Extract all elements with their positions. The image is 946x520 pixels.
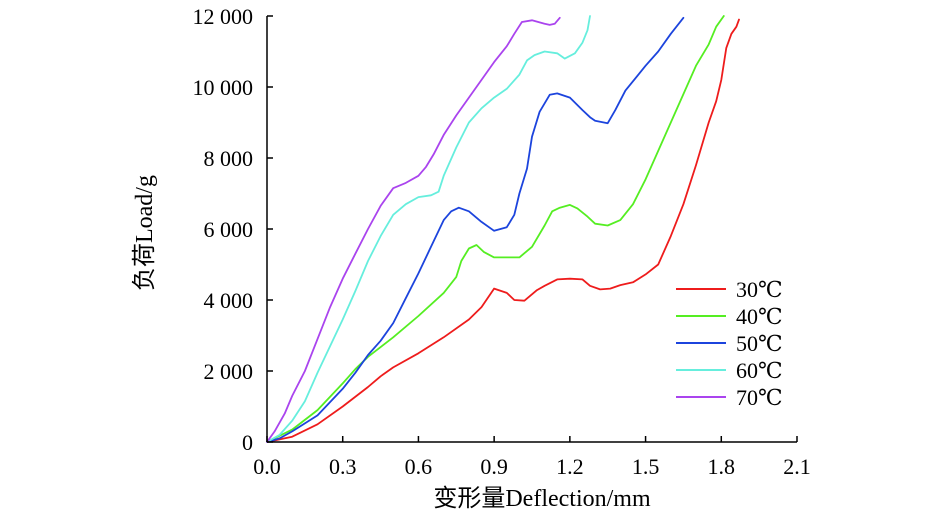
series-layer: [266, 15, 740, 443]
legend-label-3: 60℃: [736, 358, 783, 383]
legend-label-4: 70℃: [736, 385, 783, 410]
y-tick-label-2: 4 000: [204, 288, 254, 313]
ticks-layer: 0.0 0.3 0.6 0.9 1.2 1.5 1.8 2.1 0 2 000 4 000 6 000…: [193, 4, 811, 479]
x-tick-label-7: 2.1: [783, 454, 811, 479]
y-tick-label-5: 10 000: [193, 75, 254, 100]
series-line-4: [266, 16, 561, 443]
legend: 30℃40℃50℃60℃70℃: [676, 277, 783, 410]
x-tick-label-6: 1.8: [708, 454, 736, 479]
x-tick-label-0: 0.0: [253, 454, 281, 479]
x-tick-label-2: 0.6: [405, 454, 433, 479]
y-axis-title: 负荷Load/g: [131, 175, 158, 291]
y-tick-label-0: 0: [242, 430, 253, 455]
x-tick-label-5: 1.5: [632, 454, 660, 479]
x-axis-title: 变形量Deflection/mm: [433, 485, 651, 512]
series-line-1: [266, 15, 725, 443]
x-tick-label-1: 0.3: [329, 454, 357, 479]
legend-label-2: 50℃: [736, 331, 783, 356]
x-tick-label-3: 0.9: [480, 454, 508, 479]
legend-label-0: 30℃: [736, 277, 783, 302]
x-tick-label-4: 1.2: [556, 454, 584, 479]
y-tick-label-3: 6 000: [204, 217, 254, 242]
y-tick-label-1: 2 000: [204, 359, 254, 384]
series-line-3: [266, 15, 591, 443]
legend-label-1: 40℃: [736, 304, 783, 329]
series-line-0: [266, 18, 740, 443]
series-line-2: [266, 16, 685, 443]
y-tick-label-6: 12 000: [193, 4, 254, 29]
y-tick-label-4: 8 000: [204, 146, 254, 171]
